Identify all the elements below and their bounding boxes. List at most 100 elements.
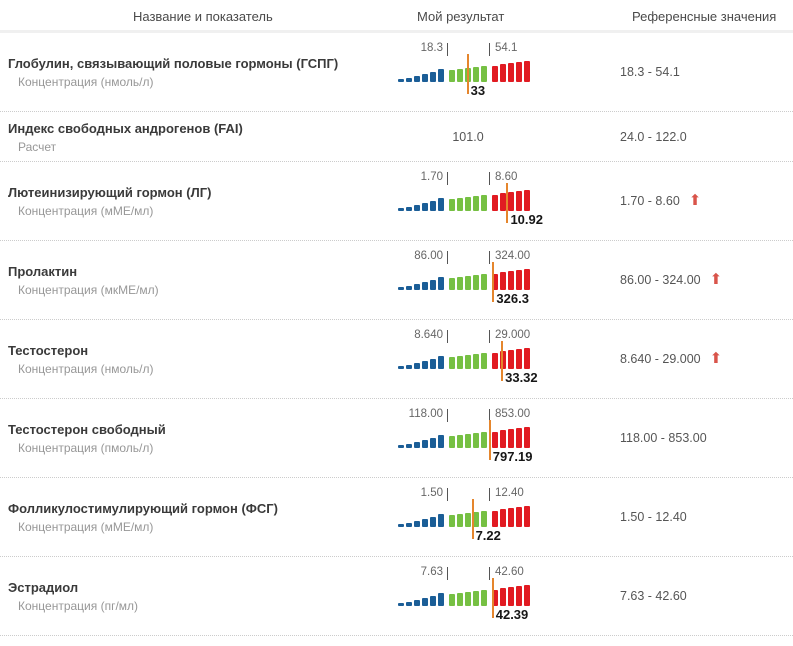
result-cell: 18.3 54.1 33 33 [390, 42, 614, 102]
test-name: Глобулин, связывающий половые гормоны (Г… [8, 56, 339, 71]
reference-range: 118.00 - 853.00 [620, 431, 707, 445]
range-max-tick [489, 251, 490, 264]
result-value: 42.39 [495, 607, 529, 622]
reference-cell: 24.0 - 122.0 ⬆ [614, 130, 793, 144]
result-cell: 8.640 29.000 33.32 33.32 [390, 329, 614, 389]
result-cell: 118.00 853.00 797.19 797.19 [390, 408, 614, 468]
name-cell: Индекс свободных андрогенов (FAI) Расчет [0, 120, 390, 154]
range-tick-row: 118.00 853.00 [398, 408, 538, 423]
test-name: Фолликулостимулирующий гормон (ФСГ) [8, 501, 278, 516]
reference-cell: 1.70 - 8.60 ⬆ [614, 191, 793, 209]
result-value-plain: 101.0 [452, 129, 484, 144]
result-cell: 1.50 12.40 7.22 7.22 [390, 487, 614, 547]
range-chart: 1.50 12.40 7.22 [398, 487, 538, 547]
reference-cell: 7.63 - 42.60 ⬆ [614, 589, 793, 603]
range-chart: 8.640 29.000 33.32 [398, 329, 538, 389]
reference-cell: 1.50 - 12.40 ⬆ [614, 510, 793, 524]
range-max-label: 324.00 [495, 250, 531, 262]
reference-range: 18.3 - 54.1 [620, 65, 680, 79]
range-max-label: 853.00 [495, 408, 531, 420]
range-max-label: 29.000 [495, 329, 531, 341]
range-tick-row: 7.63 42.60 [398, 566, 538, 581]
test-indicator: Концентрация (мМЕ/мл) [18, 204, 154, 218]
range-max-tick [489, 43, 490, 56]
test-indicator: Концентрация (пмоль/л) [18, 441, 154, 455]
range-tick-row: 18.3 54.1 [398, 42, 538, 57]
range-min-tick [447, 567, 448, 580]
name-cell: Фолликулостимулирующий гормон (ФСГ) Конц… [0, 500, 390, 534]
result-cell: 1.70 8.60 10.92 10.92 [390, 171, 614, 231]
name-cell: Пролактин Концентрация (мкМЕ/мл) [0, 263, 390, 297]
result-value: 7.22 [475, 528, 501, 543]
range-bar-segments [398, 347, 532, 369]
header-reference-column: Референсные значения [632, 9, 777, 24]
table-row: Тестостерон Концентрация (нмоль/л) 8.640… [0, 320, 793, 399]
name-cell: Тестостерон свободный Концентрация (пмол… [0, 421, 390, 455]
table-row: Лютеинизирующий гормон (ЛГ) Концентрация… [0, 162, 793, 241]
range-max-label: 54.1 [495, 42, 518, 54]
above-range-arrow-icon: ⬆ [688, 191, 702, 209]
result-value: 797.19 [492, 449, 533, 464]
value-marker [491, 578, 494, 618]
result-cell: 101.0 101.0 [390, 130, 614, 144]
range-max-tick [489, 488, 490, 501]
range-bar-segments [398, 189, 532, 211]
range-min-tick [447, 172, 448, 185]
test-name: Лютеинизирующий гормон (ЛГ) [8, 185, 212, 200]
range-tick-row: 1.70 8.60 [398, 171, 538, 186]
range-min-tick [447, 43, 448, 56]
test-indicator: Концентрация (пг/мл) [18, 599, 139, 613]
reference-range: 8.640 - 29.000 [620, 352, 701, 366]
range-max-tick [489, 172, 490, 185]
test-indicator: Концентрация (нмоль/л) [18, 75, 154, 89]
result-cell: 86.00 324.00 326.3 326.3 [390, 250, 614, 310]
range-max-tick [489, 330, 490, 343]
range-chart: 118.00 853.00 797.19 [398, 408, 538, 468]
range-chart: 18.3 54.1 33 [398, 42, 538, 102]
range-chart: 1.70 8.60 10.92 [398, 171, 543, 231]
value-marker [471, 499, 474, 539]
test-name: Тестостерон свободный [8, 422, 166, 437]
table-row: Фолликулостимулирующий гормон (ФСГ) Конц… [0, 478, 793, 557]
range-bar-segments [398, 426, 532, 448]
table-body: Глобулин, связывающий половые гормоны (Г… [0, 33, 793, 636]
range-min-tick [447, 251, 448, 264]
reference-range: 1.50 - 12.40 [620, 510, 687, 524]
reference-range: 24.0 - 122.0 [620, 129, 687, 144]
value-marker [501, 341, 504, 381]
table-row: Тестостерон свободный Концентрация (пмол… [0, 399, 793, 478]
range-tick-row: 1.50 12.40 [398, 487, 538, 502]
reference-range: 86.00 - 324.00 [620, 273, 701, 287]
test-name: Пролактин [8, 264, 78, 279]
result-value: 33.32 [505, 370, 538, 385]
above-range-arrow-icon: ⬆ [709, 270, 723, 288]
reference-range: 7.63 - 42.60 [620, 589, 687, 603]
range-min-tick [447, 488, 448, 501]
test-indicator: Концентрация (нмоль/л) [18, 362, 154, 376]
above-range-arrow-icon: ⬆ [709, 349, 723, 367]
test-indicator: Расчет [18, 139, 57, 154]
range-min-label: 86.00 [414, 250, 443, 262]
range-bar-segments [398, 584, 532, 606]
reference-cell: 8.640 - 29.000 ⬆ [614, 349, 793, 367]
table-row: Индекс свободных андрогенов (FAI) Расчет… [0, 112, 793, 162]
range-min-label: 7.63 [420, 566, 443, 578]
range-min-tick [447, 330, 448, 343]
reference-cell: 18.3 - 54.1 ⬆ [614, 65, 793, 79]
range-min-tick [447, 409, 448, 422]
reference-cell: 86.00 - 324.00 ⬆ [614, 270, 793, 288]
range-chart: 86.00 324.00 326.3 [398, 250, 538, 310]
table-row: Эстрадиол Концентрация (пг/мл) 7.63 42.6… [0, 557, 793, 636]
name-cell: Тестостерон Концентрация (нмоль/л) [0, 342, 390, 376]
result-cell: 7.63 42.60 42.39 42.39 [390, 566, 614, 626]
table-row: Глобулин, связывающий половые гормоны (Г… [0, 33, 793, 112]
range-min-label: 1.70 [420, 171, 443, 183]
range-min-label: 18.3 [420, 42, 443, 54]
test-name: Эстрадиол [8, 580, 79, 595]
range-chart: 7.63 42.60 42.39 [398, 566, 538, 626]
header-name-column: Название и показатель [133, 9, 273, 24]
range-bar-segments [398, 505, 532, 527]
range-max-label: 8.60 [495, 171, 518, 183]
test-name: Индекс свободных андрогенов (FAI) [8, 120, 243, 136]
